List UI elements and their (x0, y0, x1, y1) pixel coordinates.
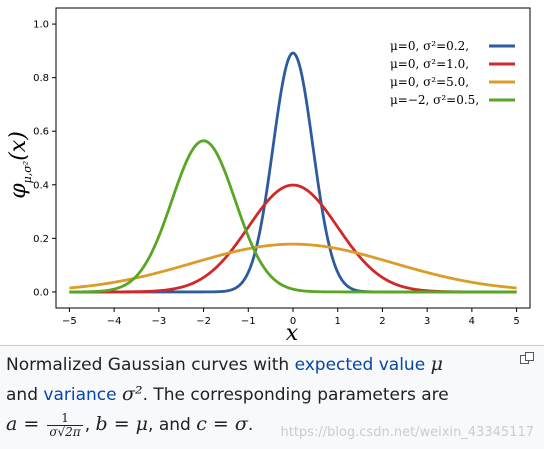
y-tick-label: 0.2 (33, 234, 49, 245)
mu-symbol: μ (430, 353, 443, 375)
legend-label-4: μ=−2, σ²=0.5, (390, 93, 479, 107)
x-tick-label: 3 (424, 316, 430, 327)
x-tick-label: 2 (379, 316, 385, 327)
c-equation: c = σ (196, 413, 248, 435)
x-axis-label: x (286, 321, 299, 345)
x-tick-label: 4 (469, 316, 475, 327)
caption-text-3: . The corresponding parameters are (142, 385, 449, 405)
x-tick-label: −2 (196, 316, 211, 327)
plot-area (55, 7, 531, 309)
series-line-3 (69, 242, 517, 290)
y-axis-label-sub: μ,σ² (21, 161, 34, 184)
expand-icon[interactable] (520, 352, 534, 364)
a-fraction: 1 σ√2π (47, 411, 83, 439)
sigma-squared-symbol: σ² (122, 383, 143, 405)
watermark-url: https://blog.csdn.net/weixin_43345117 (280, 425, 534, 440)
a-fraction-numerator: 1 (47, 411, 83, 426)
x-tick-label: −4 (107, 316, 122, 327)
a-equation: a = (6, 413, 46, 435)
figure-caption: Normalized Gaussian curves with expected… (6, 350, 516, 440)
legend-label-3: μ=0, σ²=5.0, (390, 75, 469, 89)
y-tick-label: 0.0 (33, 287, 49, 298)
x-tick-label: −3 (151, 316, 166, 327)
caption-text-1: Normalized Gaussian curves with (6, 355, 295, 375)
y-axis-label: φμ,σ²(x) (6, 131, 34, 199)
caption-text-6: . (247, 415, 254, 435)
y-axis-label-arg: (x) (6, 131, 31, 161)
y-tick-label: 0.8 (33, 73, 49, 84)
gaussian-chart: −5 −4 −3 −2 −1 0 1 2 3 4 5 0.0 0.2 0.4 0.6 0.8 1.0 μ=0, … (6, 7, 531, 345)
x-tick-label: 5 (513, 316, 519, 327)
series-line-4 (69, 139, 517, 294)
a-fraction-denominator: σ√2π (49, 424, 81, 439)
caption-text-2: and (6, 385, 44, 405)
legend-label-2: μ=0, σ²=1.0, (390, 57, 469, 71)
expected-value-link[interactable]: expected value (294, 355, 426, 375)
x-tick-label: −5 (62, 316, 77, 327)
caption-text-5: , and (148, 415, 197, 435)
b-equation: b = μ (95, 413, 149, 435)
x-tick-label: −1 (241, 316, 256, 327)
y-axis-label-main: φ (6, 183, 31, 199)
chart-figure: −5 −4 −3 −2 −1 0 1 2 3 4 5 0.0 0.2 0.4 0.6 0.8 1.0 μ=0, … (0, 7, 544, 346)
y-tick-label: 1.0 (33, 20, 49, 31)
y-tick-label: 0.4 (33, 180, 49, 191)
caption-text-4: , (84, 415, 96, 435)
y-tick-label: 0.6 (33, 127, 49, 138)
variance-link[interactable]: variance (43, 385, 117, 405)
x-tick-label: 0 (290, 316, 296, 327)
legend-label-1: μ=0, σ²=0.2, (390, 39, 469, 53)
x-tick-label: 1 (335, 316, 341, 327)
